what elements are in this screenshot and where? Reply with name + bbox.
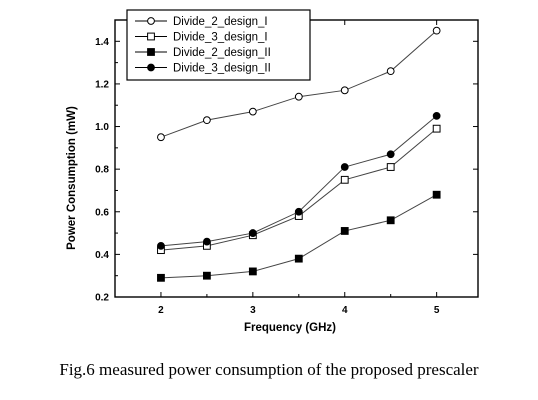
y-tick-label: 0.8 (95, 165, 109, 176)
data-point (386, 67, 395, 76)
legend-marker (147, 48, 155, 56)
data-point (432, 26, 441, 35)
data-point (157, 273, 165, 282)
x-tick-label: 4 (342, 305, 348, 316)
data-point (248, 229, 257, 237)
legend-marker (147, 63, 155, 72)
y-tick-label: 1.0 (95, 122, 109, 133)
y-tick-label: 0.6 (95, 207, 109, 218)
legend-box (126, 9, 311, 81)
data-point (386, 150, 395, 159)
series-line-4 (160, 115, 437, 247)
x-tick-label: 3 (250, 305, 256, 316)
legend-marker (147, 32, 155, 41)
legend-label: Divide_3_design_I (173, 32, 268, 44)
data-point (202, 271, 211, 280)
data-point (294, 92, 303, 101)
x-tick-label: 2 (158, 305, 164, 316)
legend-marker (147, 17, 155, 25)
x-axis-label: Frequency (GHz) (244, 322, 336, 334)
data-point (248, 107, 257, 116)
series-line-3 (160, 194, 437, 279)
data-point (157, 133, 165, 142)
legend: Divide_2_design_I Divide_3_design_I Divide… (126, 9, 311, 81)
data-point (157, 241, 165, 250)
data-point (340, 163, 349, 171)
data-point (340, 175, 349, 184)
data-point (432, 111, 441, 120)
data-point (294, 254, 303, 263)
data-point (248, 267, 257, 276)
y-tick-label: 0.2 (95, 293, 109, 304)
figure-caption: Fig.6 measured power consumption of the … (59, 360, 479, 379)
data-point (202, 237, 211, 246)
data-point (340, 86, 349, 95)
x-tick-label: 5 (434, 305, 440, 316)
data-point (340, 227, 349, 235)
legend-label: Divide_2_design_I (173, 16, 268, 28)
data-point (432, 124, 441, 133)
legend-label: Divide_3_design_II (173, 63, 271, 75)
plot-area: 2 3 4 5 0.2 0.4 0.6 0.8 1.0 1.2 1.4 (95, 19, 479, 316)
data-point (386, 163, 395, 171)
data-point (432, 190, 441, 199)
data-point (202, 116, 211, 125)
power-consumption-chart: 2 3 4 5 0.2 0.4 0.6 0.8 1.0 1.2 1.4 Divide_2_desig… (66, 9, 479, 334)
series-line-2 (160, 128, 437, 251)
data-point (294, 207, 303, 216)
data-point (386, 216, 395, 225)
legend-label: Divide_2_design_II (173, 47, 271, 59)
y-tick-label: 0.4 (95, 250, 109, 261)
y-tick-label: 1.4 (95, 37, 109, 48)
y-tick-label: 1.2 (95, 79, 109, 90)
y-axis-label: Power Consumption (mW) (66, 106, 78, 250)
